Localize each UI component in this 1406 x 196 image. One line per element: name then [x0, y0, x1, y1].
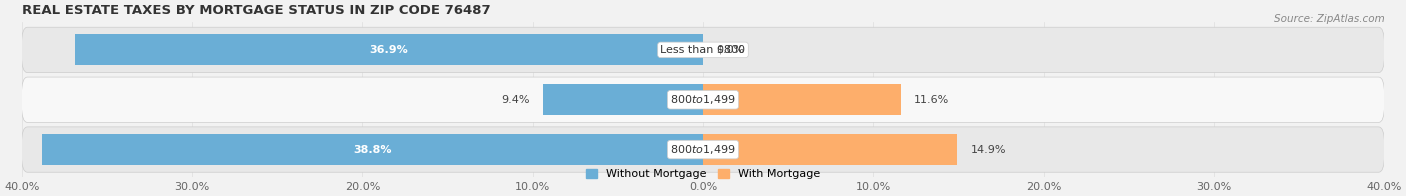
- Bar: [703, 134, 956, 165]
- Bar: [543, 84, 703, 115]
- Text: 38.8%: 38.8%: [353, 145, 392, 155]
- Text: 9.4%: 9.4%: [501, 95, 529, 105]
- Bar: [75, 34, 703, 65]
- Text: 11.6%: 11.6%: [914, 95, 949, 105]
- FancyBboxPatch shape: [21, 127, 1385, 172]
- Text: Source: ZipAtlas.com: Source: ZipAtlas.com: [1274, 14, 1385, 24]
- Text: 14.9%: 14.9%: [970, 145, 1005, 155]
- Text: REAL ESTATE TAXES BY MORTGAGE STATUS IN ZIP CODE 76487: REAL ESTATE TAXES BY MORTGAGE STATUS IN …: [22, 4, 491, 17]
- FancyBboxPatch shape: [21, 77, 1385, 122]
- Text: 0.0%: 0.0%: [717, 45, 745, 55]
- Text: Less than $800: Less than $800: [661, 45, 745, 55]
- FancyBboxPatch shape: [21, 27, 1385, 73]
- Text: $800 to $1,499: $800 to $1,499: [671, 93, 735, 106]
- Bar: [42, 134, 703, 165]
- Text: $800 to $1,499: $800 to $1,499: [671, 143, 735, 156]
- Bar: [703, 84, 900, 115]
- Text: 36.9%: 36.9%: [370, 45, 408, 55]
- Legend: Without Mortgage, With Mortgage: Without Mortgage, With Mortgage: [582, 165, 824, 184]
